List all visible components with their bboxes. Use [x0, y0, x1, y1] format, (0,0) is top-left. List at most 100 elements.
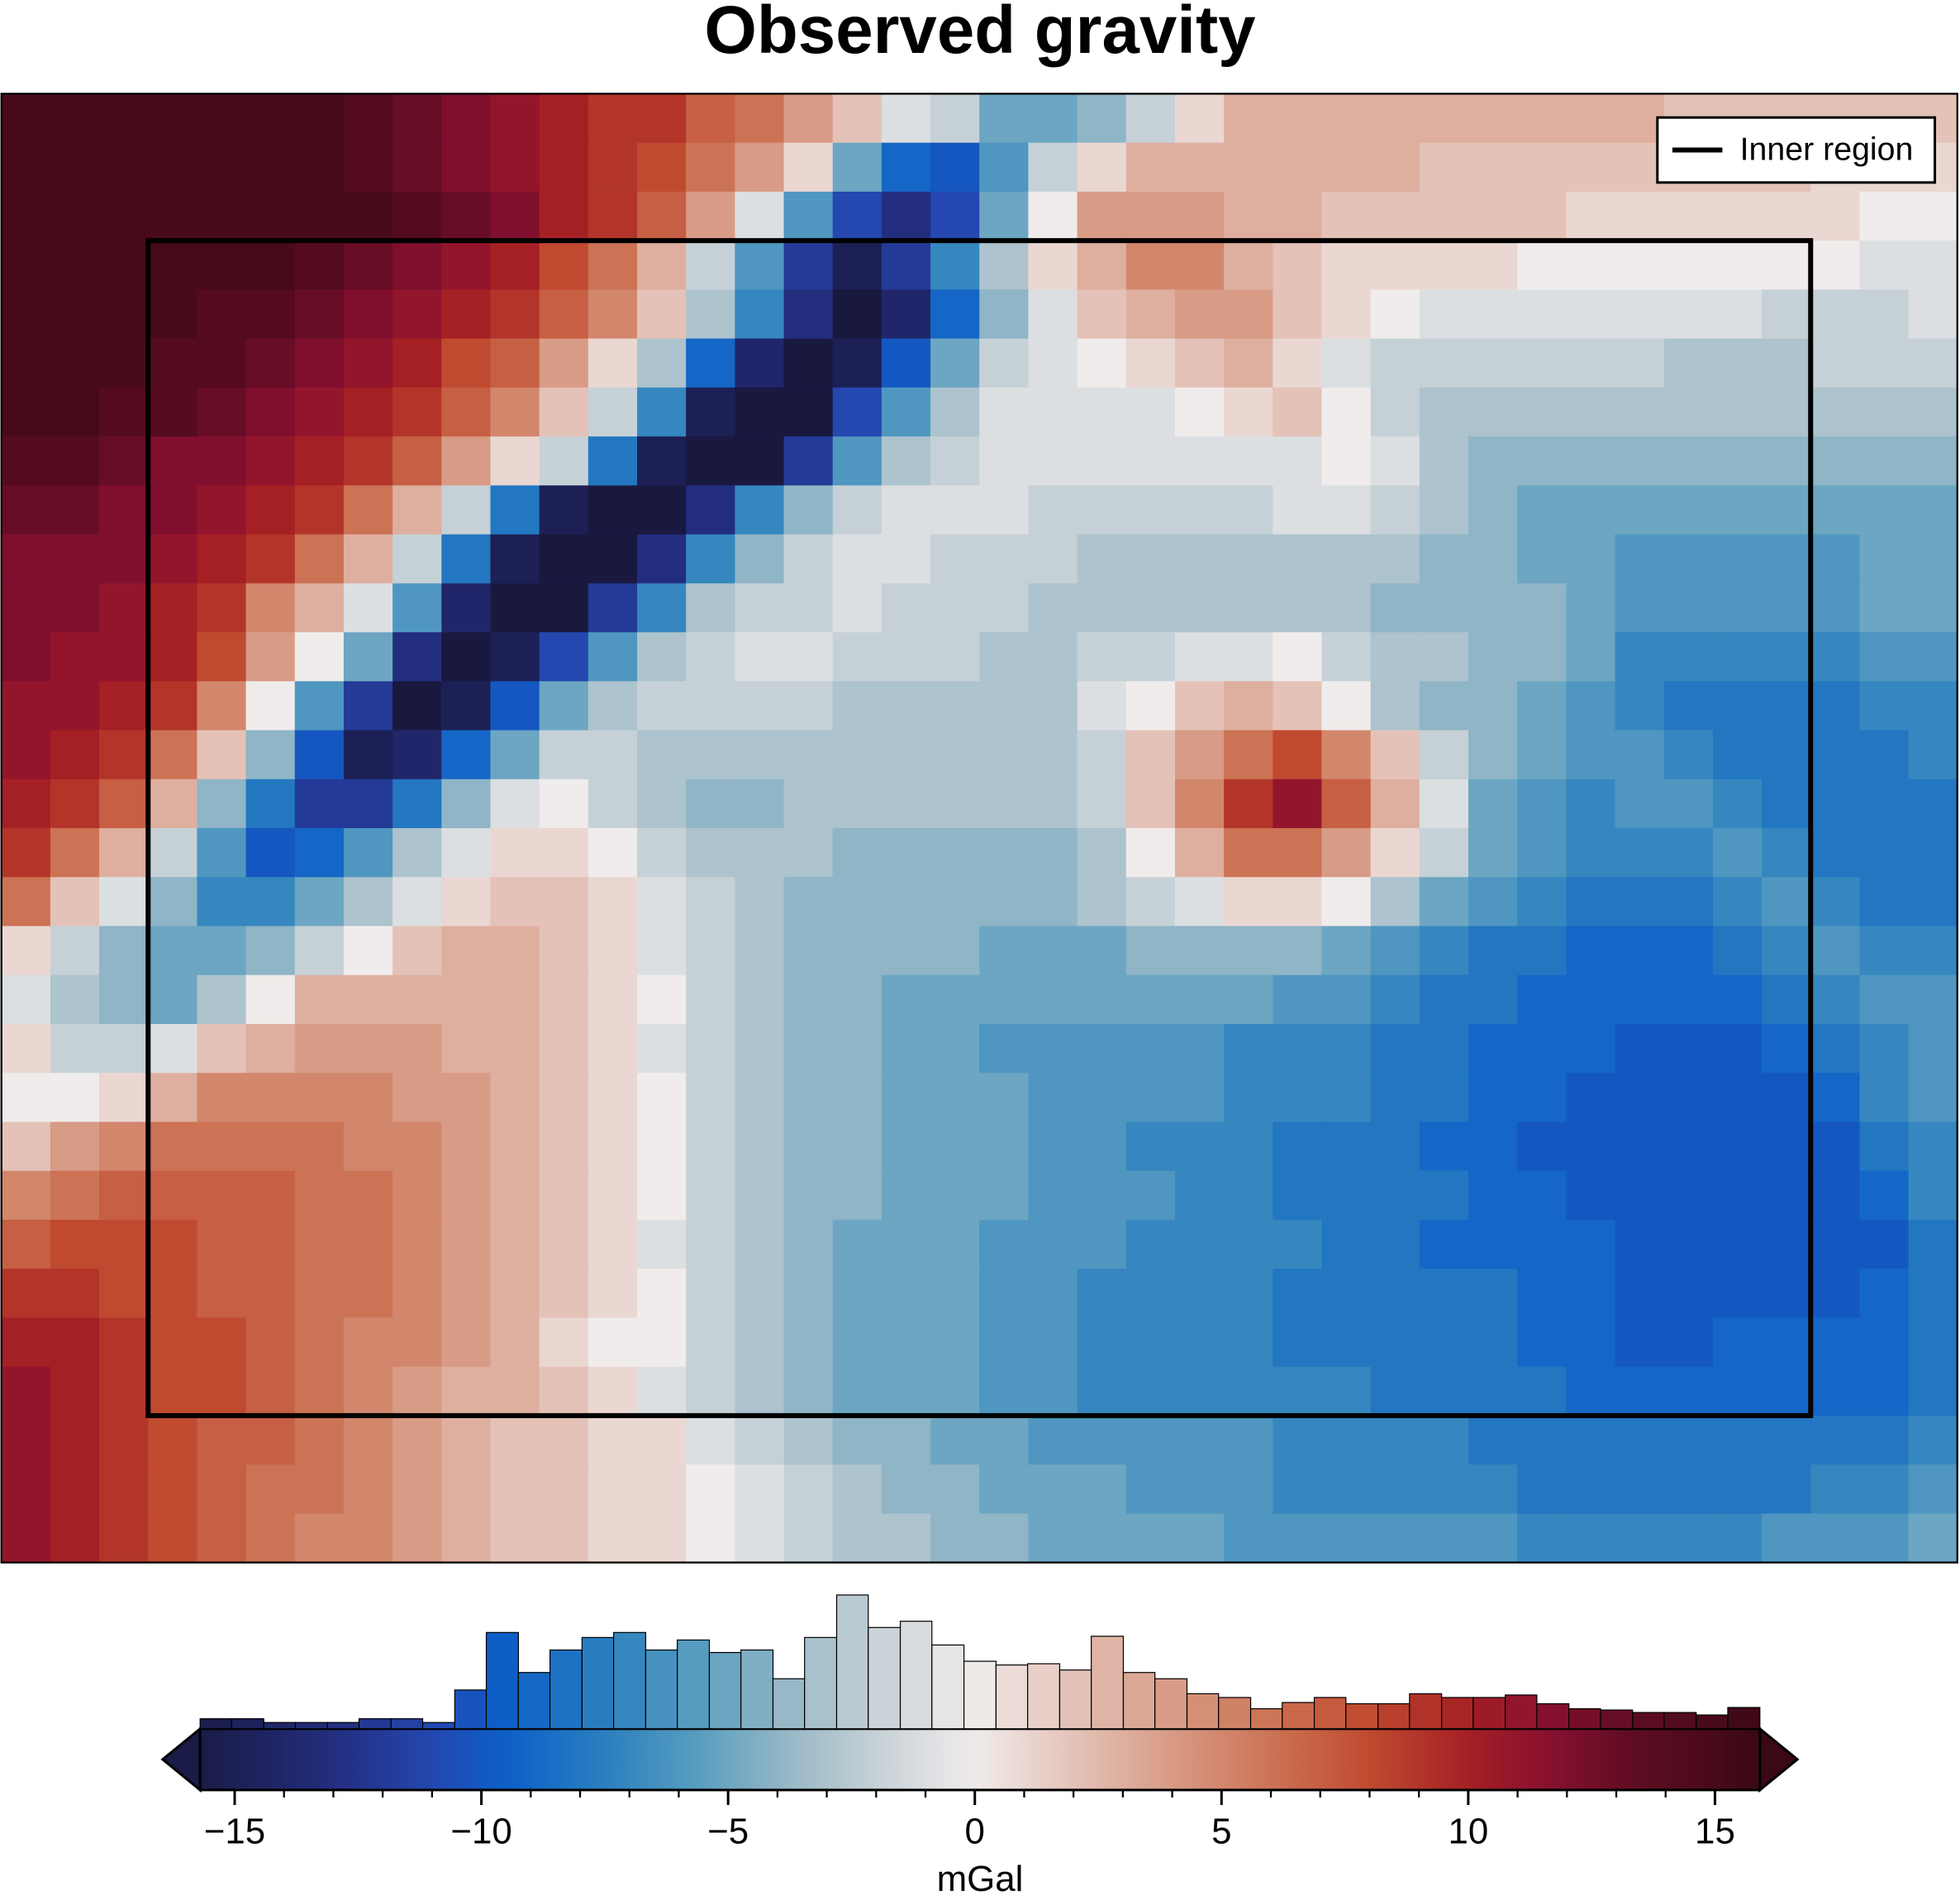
cell: [1859, 730, 1910, 780]
cell: [979, 1269, 1030, 1319]
cell: [881, 1170, 931, 1221]
cell: [1, 1269, 51, 1319]
cell: [832, 93, 882, 144]
cell: [930, 1121, 981, 1172]
cell: [392, 1121, 443, 1172]
cell: [148, 1317, 198, 1368]
cell: [930, 583, 981, 633]
cell: [1, 1073, 51, 1123]
cell: [392, 191, 443, 242]
cell: [441, 1317, 492, 1368]
cell: [1762, 1464, 1812, 1515]
cell: [735, 926, 785, 976]
cell: [637, 93, 687, 144]
cell: [1174, 926, 1225, 976]
cell: [294, 828, 345, 879]
cell: [343, 142, 394, 193]
cell: [1028, 1513, 1078, 1564]
cell: [1762, 1121, 1812, 1172]
cell: [197, 877, 247, 927]
cell: [392, 93, 443, 144]
cell: [197, 926, 247, 976]
cell: [686, 1317, 736, 1368]
cell: [1419, 632, 1469, 683]
cell: [99, 1023, 150, 1074]
cell: [50, 974, 100, 1025]
cell: [1810, 632, 1861, 683]
cell: [343, 387, 394, 438]
cell: [1125, 534, 1176, 584]
cell: [686, 1513, 736, 1564]
cell: [148, 338, 198, 388]
cell: [637, 632, 687, 683]
cell: [197, 93, 247, 144]
cell: [1321, 1073, 1372, 1123]
cell: [392, 974, 443, 1025]
cell: [1224, 877, 1274, 927]
cell: [881, 1219, 931, 1270]
cell: [148, 828, 198, 879]
cell: [1859, 1121, 1910, 1172]
cell: [1273, 338, 1323, 388]
cell: [392, 1464, 443, 1515]
cell: [1663, 828, 1714, 879]
cell: [1663, 1269, 1714, 1319]
cell: [1370, 583, 1420, 633]
cell: [1468, 338, 1519, 388]
cell: [637, 485, 687, 536]
cell: [686, 583, 736, 633]
cell: [1663, 338, 1714, 388]
cell: [1859, 1073, 1910, 1123]
cell: [1419, 583, 1469, 633]
cell: [979, 1073, 1030, 1123]
cell: [686, 877, 736, 927]
cell: [637, 142, 687, 193]
cell: [197, 240, 247, 291]
cell: [1, 828, 51, 879]
cell: [539, 730, 589, 780]
cell: [979, 387, 1030, 438]
cell: [1566, 1170, 1616, 1221]
cell: [1370, 436, 1420, 487]
cell: [1077, 436, 1127, 487]
cell: [637, 1121, 687, 1172]
cell: [1125, 240, 1176, 291]
cell: [1810, 779, 1861, 829]
cell: [735, 1269, 785, 1319]
cell: [490, 436, 540, 487]
cell: [783, 926, 834, 976]
histogram-bar: [1345, 1702, 1379, 1730]
cell: [294, 1513, 345, 1564]
cell: [490, 730, 540, 780]
cell: [1663, 1513, 1714, 1564]
cell: [686, 1121, 736, 1172]
cell: [1859, 1269, 1910, 1319]
cell: [392, 828, 443, 879]
cell: [1174, 142, 1225, 193]
cell: [735, 1317, 785, 1368]
cell: [1712, 387, 1763, 438]
cell: [1419, 142, 1469, 193]
cell: [294, 730, 345, 780]
cell: [930, 926, 981, 976]
cell: [148, 730, 198, 780]
cell: [343, 1464, 394, 1515]
cell: [1663, 877, 1714, 927]
cell: [686, 534, 736, 584]
cell: [245, 436, 296, 487]
cell: [881, 926, 931, 976]
cell: [343, 1023, 394, 1074]
cell: [148, 387, 198, 438]
cell: [1566, 681, 1616, 731]
cell: [783, 93, 834, 144]
cell: [1, 1170, 51, 1221]
cell: [539, 1121, 589, 1172]
cell: [392, 1170, 443, 1221]
histogram-bar: [995, 1664, 1029, 1730]
cell: [783, 1366, 834, 1417]
cell: [441, 779, 492, 829]
cell: [1077, 1464, 1127, 1515]
cell: [930, 828, 981, 879]
cell: [1663, 485, 1714, 536]
